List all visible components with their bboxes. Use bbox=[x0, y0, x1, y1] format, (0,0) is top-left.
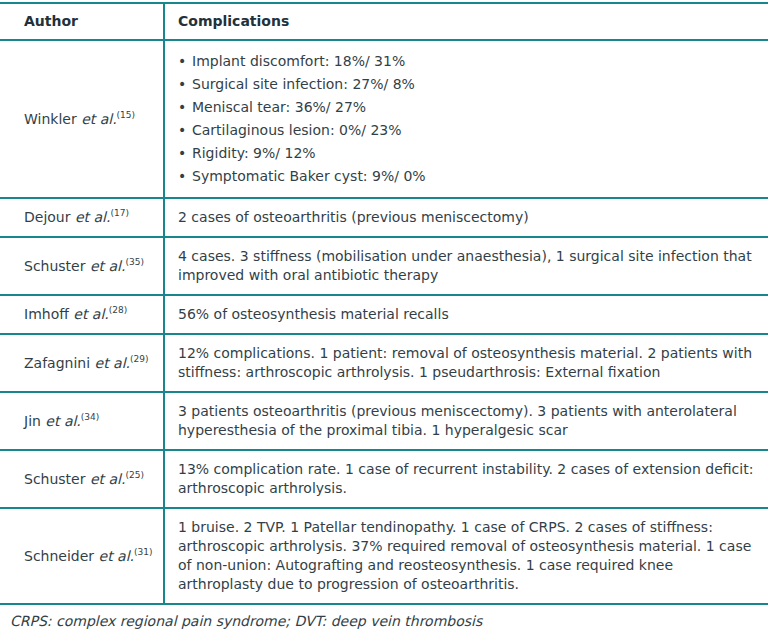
author-cell: Jin et al.(34) bbox=[0, 393, 165, 449]
complications-cell: 2 cases of osteoarthritis (previous meni… bbox=[165, 199, 768, 236]
author-text: Schneider et al.(31) bbox=[24, 547, 153, 566]
author-cell: Schneider et al.(31) bbox=[0, 509, 165, 603]
complication-text: 2 cases of osteoarthritis (previous meni… bbox=[178, 208, 529, 227]
table-row: Winkler et al.(15) Implant discomfort: 1… bbox=[0, 41, 768, 199]
et-al-label: et al. bbox=[81, 111, 116, 127]
complications-table: Author Complications Winkler et al.(15) … bbox=[0, 2, 768, 605]
author-text: Zafagnini et al.(29) bbox=[24, 354, 149, 373]
table-row: Imhoff et al.(28) 56% of osteosynthesis … bbox=[0, 296, 768, 335]
author-text: Schuster et al.(35) bbox=[24, 257, 144, 276]
table-row: Dejour et al.(17) 2 cases of osteoarthri… bbox=[0, 199, 768, 238]
author-name: Zafagnini bbox=[24, 355, 95, 371]
et-al-label: et al. bbox=[90, 258, 125, 274]
et-al-label: et al. bbox=[45, 413, 80, 429]
complication-text: 1 bruise. 2 TVP. 1 Patellar tendinopathy… bbox=[178, 518, 754, 594]
reference-superscript: (15) bbox=[117, 110, 135, 120]
complications-cell: 13% complication rate. 1 case of recurre… bbox=[165, 451, 768, 507]
bullet-item: Surgical site infection: 27%/ 8% bbox=[178, 73, 426, 96]
reference-superscript: (28) bbox=[109, 305, 127, 315]
reference-superscript: (34) bbox=[81, 412, 99, 422]
bullet-item: Cartilaginous lesion: 0%/ 23% bbox=[178, 119, 426, 142]
complication-text: 56% of osteosynthesis material recalls bbox=[178, 305, 449, 324]
author-cell: Winkler et al.(15) bbox=[0, 41, 165, 197]
complications-cell: 56% of osteosynthesis material recalls bbox=[165, 296, 768, 333]
complication-text: 3 patients osteoarthritis (previous meni… bbox=[178, 402, 754, 440]
complication-text: 12% complications. 1 patient: removal of… bbox=[178, 344, 754, 382]
author-name: Schuster bbox=[24, 258, 90, 274]
author-name: Winkler bbox=[24, 111, 81, 127]
table-row: Zafagnini et al.(29) 12% complications. … bbox=[0, 335, 768, 393]
table-header-row: Author Complications bbox=[0, 4, 768, 41]
bullet-item: Meniscal tear: 36%/ 27% bbox=[178, 96, 426, 119]
author-name: Schuster bbox=[24, 471, 90, 487]
reference-superscript: (31) bbox=[134, 547, 152, 557]
complications-cell: 1 bruise. 2 TVP. 1 Patellar tendinopathy… bbox=[165, 509, 768, 603]
bullet-list: Implant discomfort: 18%/ 31%Surgical sit… bbox=[178, 50, 426, 188]
author-text: Jin et al.(34) bbox=[24, 412, 99, 431]
page: Author Complications Winkler et al.(15) … bbox=[0, 0, 768, 631]
author-cell: Zafagnini et al.(29) bbox=[0, 335, 165, 391]
et-al-label: et al. bbox=[73, 306, 108, 322]
complication-text: 13% complication rate. 1 case of recurre… bbox=[178, 460, 754, 498]
author-name: Jin bbox=[24, 413, 45, 429]
author-cell: Schuster et al.(25) bbox=[0, 451, 165, 507]
author-name: Imhoff bbox=[24, 306, 73, 322]
et-al-label: et al. bbox=[75, 209, 110, 225]
complication-text: 4 cases. 3 stiffness (mobilisation under… bbox=[178, 247, 754, 285]
table-row: Jin et al.(34) 3 patients osteoarthritis… bbox=[0, 393, 768, 451]
complications-cell: 12% complications. 1 patient: removal of… bbox=[165, 335, 768, 391]
bullet-item: Rigidity: 9%/ 12% bbox=[178, 142, 426, 165]
et-al-label: et al. bbox=[99, 548, 134, 564]
author-cell: Schuster et al.(35) bbox=[0, 238, 165, 294]
author-text: Winkler et al.(15) bbox=[24, 110, 135, 129]
reference-superscript: (17) bbox=[110, 208, 128, 218]
bullet-item: Symptomatic Baker cyst: 9%/ 0% bbox=[178, 165, 426, 188]
author-name: Dejour bbox=[24, 209, 75, 225]
reference-superscript: (35) bbox=[125, 257, 143, 267]
author-text: Imhoff et al.(28) bbox=[24, 305, 127, 324]
table-footnote: CRPS: complex regional pain syndrome; DV… bbox=[0, 605, 768, 631]
author-cell: Imhoff et al.(28) bbox=[0, 296, 165, 333]
et-al-label: et al. bbox=[90, 471, 125, 487]
complications-cell: 3 patients osteoarthritis (previous meni… bbox=[165, 393, 768, 449]
author-text: Schuster et al.(25) bbox=[24, 470, 144, 489]
author-cell: Dejour et al.(17) bbox=[0, 199, 165, 236]
reference-superscript: (29) bbox=[130, 354, 148, 364]
author-column-header: Author bbox=[0, 4, 165, 39]
table-body: Winkler et al.(15) Implant discomfort: 1… bbox=[0, 41, 768, 603]
complications-column-header: Complications bbox=[165, 4, 768, 39]
complications-cell: Implant discomfort: 18%/ 31%Surgical sit… bbox=[165, 41, 768, 197]
author-text: Dejour et al.(17) bbox=[24, 208, 129, 227]
et-al-label: et al. bbox=[95, 355, 130, 371]
table-row: Schuster et al.(35) 4 cases. 3 stiffness… bbox=[0, 238, 768, 296]
table-row: Schuster et al.(25) 13% complication rat… bbox=[0, 451, 768, 509]
bullet-item: Implant discomfort: 18%/ 31% bbox=[178, 50, 426, 73]
table-row: Schneider et al.(31) 1 bruise. 2 TVP. 1 … bbox=[0, 509, 768, 603]
reference-superscript: (25) bbox=[125, 470, 143, 480]
complications-cell: 4 cases. 3 stiffness (mobilisation under… bbox=[165, 238, 768, 294]
author-name: Schneider bbox=[24, 548, 99, 564]
